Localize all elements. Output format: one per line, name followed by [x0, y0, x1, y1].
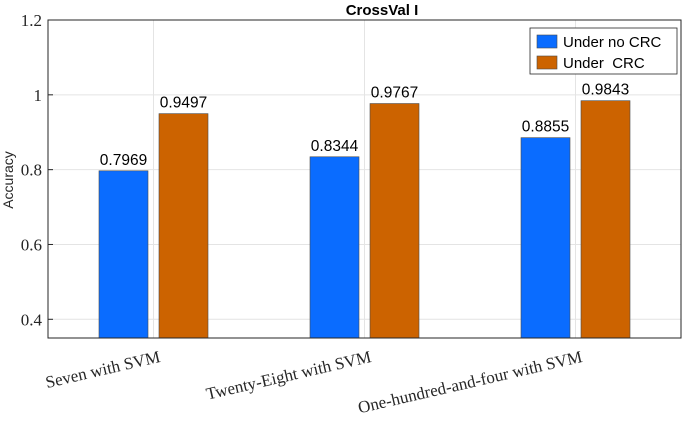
bar-no-crc-1 [98, 170, 149, 339]
x-tick-label: Seven with SVM [44, 347, 162, 392]
legend: Under no CRC Under CRC [529, 27, 678, 75]
legend-label: Under CRC [563, 55, 645, 72]
y-tick-label: 1.2 [21, 11, 42, 30]
x-tick-label: Twenty-Eight with SVM [204, 347, 373, 403]
bar-crc-2 [369, 103, 420, 339]
data-label: 0.9497 [160, 95, 207, 112]
data-labels: 0.7969 0.9497 0.8344 0.9767 0.8855 0.9843 [100, 82, 629, 169]
x-tick-label: One-hundred-and-four with SVM [356, 347, 584, 417]
data-label: 0.8344 [311, 138, 359, 155]
axes [47, 19, 682, 339]
legend-label: Under no CRC [563, 34, 662, 51]
bars [98, 100, 631, 339]
y-tick-label: 0.4 [21, 310, 43, 329]
bar-crc-1 [158, 113, 209, 339]
x-tick-labels: Seven with SVM Twenty-Eight with SVMOne-h… [44, 347, 584, 417]
bar-crc-3 [580, 100, 631, 339]
y-tick-labels: 0.4 0.6 0.8 1 1.2 [21, 11, 43, 329]
data-label: 0.7969 [100, 152, 147, 169]
legend-swatch-no-crc [536, 34, 558, 49]
chart-title: CrossVal I [346, 2, 419, 19]
bar-no-crc-2 [309, 156, 360, 339]
plot-frame [47, 19, 682, 339]
y-axis-label: Accuracy [0, 151, 16, 209]
legend-swatch-crc [536, 55, 558, 70]
bar-no-crc-3 [520, 137, 571, 339]
data-label: 0.9843 [582, 82, 629, 99]
data-label: 0.9767 [371, 85, 418, 102]
y-tick-label: 0.6 [21, 235, 42, 254]
data-label: 0.8855 [522, 119, 569, 136]
y-tick-label: 0.8 [21, 161, 42, 180]
y-tick-label: 1 [34, 86, 43, 105]
